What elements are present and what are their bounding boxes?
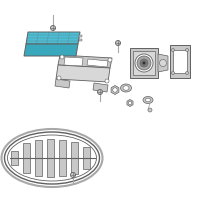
Circle shape <box>137 56 151 70</box>
Ellipse shape <box>143 97 153 104</box>
Circle shape <box>186 48 188 51</box>
Bar <box>22 143 30 173</box>
Bar <box>46 139 54 177</box>
Ellipse shape <box>4 132 100 184</box>
Polygon shape <box>24 44 78 56</box>
Polygon shape <box>26 32 80 44</box>
Bar <box>10 151 18 165</box>
Polygon shape <box>111 86 119 95</box>
Bar <box>70 142 78 174</box>
Bar <box>79 39 82 41</box>
Bar <box>83 147 90 169</box>
Bar <box>79 35 82 37</box>
Polygon shape <box>56 65 110 82</box>
Circle shape <box>172 72 174 74</box>
Polygon shape <box>133 51 155 75</box>
Circle shape <box>135 54 153 72</box>
Polygon shape <box>64 57 83 66</box>
Polygon shape <box>173 50 187 73</box>
Circle shape <box>108 58 112 62</box>
Circle shape <box>186 72 188 74</box>
Circle shape <box>172 48 174 51</box>
Polygon shape <box>170 45 190 78</box>
Ellipse shape <box>146 98 151 102</box>
Ellipse shape <box>8 135 96 181</box>
Polygon shape <box>130 48 158 78</box>
Circle shape <box>105 79 109 83</box>
Circle shape <box>140 59 148 67</box>
Polygon shape <box>58 55 112 68</box>
Circle shape <box>148 108 152 112</box>
Circle shape <box>50 25 56 30</box>
Circle shape <box>70 172 76 178</box>
Polygon shape <box>158 54 168 72</box>
Circle shape <box>142 62 146 64</box>
Polygon shape <box>87 59 108 67</box>
Ellipse shape <box>120 84 132 92</box>
Circle shape <box>57 76 61 80</box>
Circle shape <box>113 88 117 92</box>
Ellipse shape <box>123 86 129 90</box>
Bar <box>35 140 42 176</box>
Polygon shape <box>93 83 108 92</box>
Circle shape <box>128 101 132 105</box>
Polygon shape <box>55 79 70 88</box>
Circle shape <box>160 60 166 66</box>
Circle shape <box>116 40 120 46</box>
Polygon shape <box>127 99 133 106</box>
Bar <box>58 140 66 176</box>
Circle shape <box>60 55 64 59</box>
Circle shape <box>98 90 102 95</box>
